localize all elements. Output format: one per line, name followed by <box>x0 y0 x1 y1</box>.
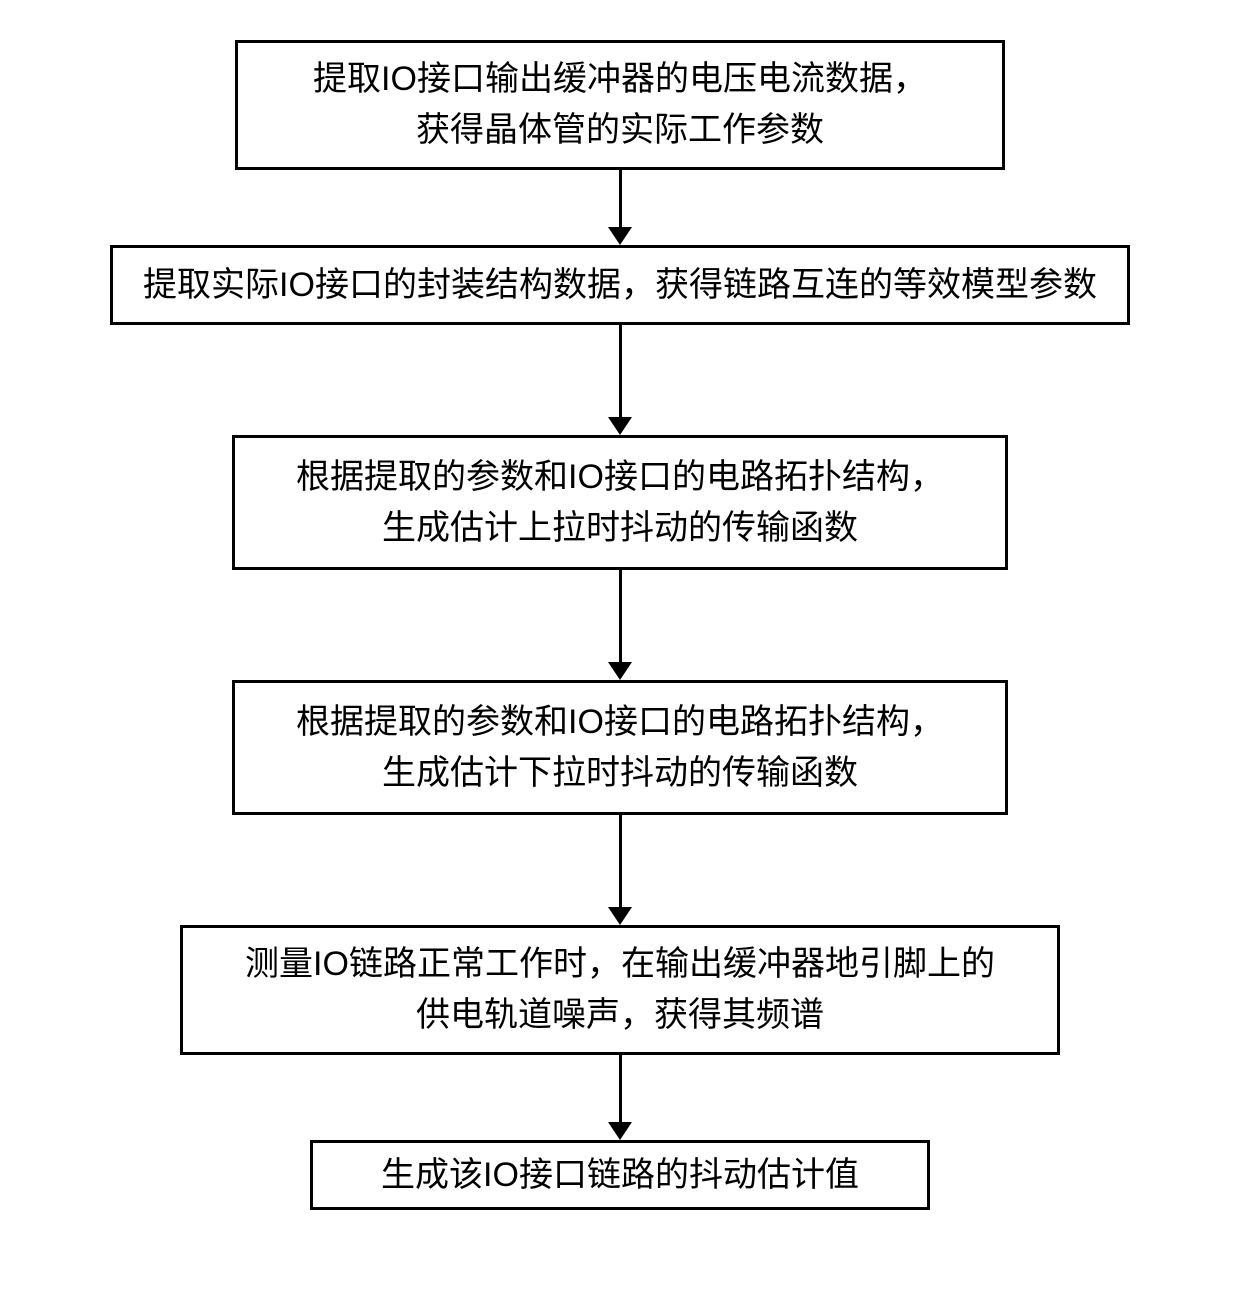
flowchart-arrow <box>608 1055 632 1140</box>
flowchart-step-4: 根据提取的参数和IO接口的电路拓扑结构，生成估计下拉时抖动的传输函数 <box>232 680 1008 815</box>
flowchart-step-3: 根据提取的参数和IO接口的电路拓扑结构，生成估计上拉时抖动的传输函数 <box>232 435 1008 570</box>
step-text-line: 生成该IO接口链路的抖动估计值 <box>381 1150 859 1201</box>
arrow-shaft <box>619 325 622 417</box>
flowchart-arrow <box>608 570 632 680</box>
arrow-shaft <box>619 570 622 662</box>
arrow-head-icon <box>608 662 632 680</box>
arrow-shaft <box>619 815 622 907</box>
arrow-shaft <box>619 170 622 227</box>
step-text-line: 提取IO接口输出缓冲器的电压电流数据， <box>313 54 927 105</box>
step-text-line: 生成估计下拉时抖动的传输函数 <box>382 748 858 799</box>
arrow-head-icon <box>608 417 632 435</box>
arrow-head-icon <box>608 227 632 245</box>
step-text-line: 生成估计上拉时抖动的传输函数 <box>382 503 858 554</box>
step-text-line: 提取实际IO接口的封装结构数据，获得链路互连的等效模型参数 <box>143 260 1097 311</box>
flowchart-container: 提取IO接口输出缓冲器的电压电流数据，获得晶体管的实际工作参数提取实际IO接口的… <box>0 0 1240 1250</box>
arrow-head-icon <box>608 907 632 925</box>
flowchart-arrow <box>608 170 632 245</box>
step-text-line: 测量IO链路正常工作时，在输出缓冲器地引脚上的 <box>245 939 995 990</box>
flowchart-arrow <box>608 815 632 925</box>
step-text-line: 根据提取的参数和IO接口的电路拓扑结构， <box>296 697 944 748</box>
flowchart-arrow <box>608 325 632 435</box>
arrow-head-icon <box>608 1122 632 1140</box>
flowchart-step-2: 提取实际IO接口的封装结构数据，获得链路互连的等效模型参数 <box>110 245 1130 325</box>
step-text-line: 供电轨道噪声，获得其频谱 <box>416 990 824 1041</box>
flowchart-step-5: 测量IO链路正常工作时，在输出缓冲器地引脚上的供电轨道噪声，获得其频谱 <box>180 925 1060 1055</box>
step-text-line: 根据提取的参数和IO接口的电路拓扑结构， <box>296 452 944 503</box>
step-text-line: 获得晶体管的实际工作参数 <box>416 105 824 156</box>
arrow-shaft <box>619 1055 622 1122</box>
flowchart-step-6: 生成该IO接口链路的抖动估计值 <box>310 1140 930 1210</box>
flowchart-step-1: 提取IO接口输出缓冲器的电压电流数据，获得晶体管的实际工作参数 <box>235 40 1005 170</box>
